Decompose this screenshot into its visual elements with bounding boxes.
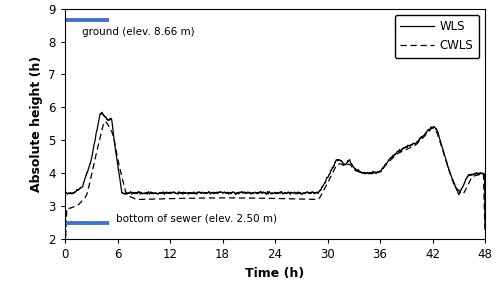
WLS: [482, 224, 488, 228]
Legend: WLS, CWLS: WLS, CWLS: [394, 14, 479, 58]
WLS: [99, 111, 105, 114]
WLS: [94, 126, 100, 129]
CWLS: [253, 196, 259, 200]
Y-axis label: Absolute height (h): Absolute height (h): [30, 56, 43, 192]
CWLS: [418, 138, 424, 142]
CWLS: [94, 147, 100, 151]
WLS: [120, 192, 126, 195]
Line: WLS: WLS: [65, 112, 485, 238]
CWLS: [108, 129, 114, 132]
Text: ground (elev. 8.66 m): ground (elev. 8.66 m): [82, 27, 195, 37]
Line: CWLS: CWLS: [65, 122, 485, 257]
CWLS: [120, 179, 126, 183]
CWLS: [482, 231, 488, 234]
CWLS: [62, 255, 68, 258]
Text: bottom of sewer (elev. 2.50 m): bottom of sewer (elev. 2.50 m): [116, 214, 277, 224]
WLS: [418, 135, 424, 139]
CWLS: [102, 120, 108, 123]
WLS: [62, 236, 68, 239]
CWLS: [74, 204, 80, 207]
WLS: [253, 191, 259, 195]
WLS: [108, 117, 114, 120]
WLS: [74, 188, 80, 192]
X-axis label: Time (h): Time (h): [246, 267, 304, 280]
